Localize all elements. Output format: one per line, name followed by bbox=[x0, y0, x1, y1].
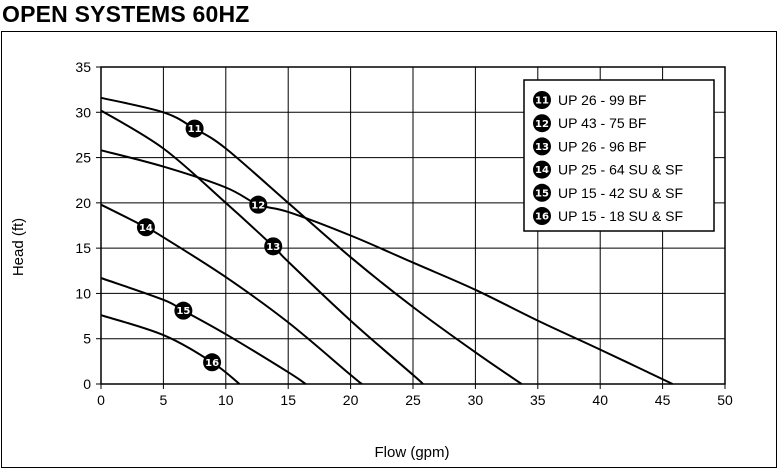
curve-12 bbox=[100, 149, 674, 385]
badge-number: 16 bbox=[535, 212, 549, 223]
badge-number: 15 bbox=[535, 188, 549, 199]
legend-badge-14: 14 bbox=[533, 160, 551, 179]
legend-badge-15: 15 bbox=[533, 183, 551, 202]
badge-circle bbox=[533, 160, 551, 179]
badge-number: 14 bbox=[139, 223, 153, 234]
y-tick-label: 25 bbox=[75, 150, 91, 166]
legend-label-15: UP 15 - 42 SU & SF bbox=[558, 185, 683, 201]
badge-number: 15 bbox=[176, 306, 190, 317]
x-tick-label: 10 bbox=[218, 392, 234, 408]
badge-circle bbox=[533, 91, 551, 109]
legend-box bbox=[523, 79, 715, 232]
curve-badge-14: 14 bbox=[136, 218, 155, 237]
badge-circle bbox=[249, 195, 268, 214]
legend-badge-13: 13 bbox=[533, 137, 551, 156]
curve-badges: 11 12 13 14 15 16 bbox=[136, 119, 283, 372]
curve-13 bbox=[100, 109, 424, 385]
legend-label-12: UP 43 - 75 BF bbox=[558, 115, 646, 131]
badge-number: 13 bbox=[266, 242, 280, 253]
curve-badge-11: 11 bbox=[185, 119, 204, 138]
x-tick-label: 35 bbox=[530, 392, 546, 408]
x-tick-label: 0 bbox=[97, 392, 105, 408]
badge-circle bbox=[533, 207, 551, 225]
curve-badge-13: 13 bbox=[264, 237, 283, 256]
x-tick-label: 25 bbox=[405, 392, 421, 408]
badge-circle bbox=[533, 114, 551, 133]
y-tick-label: 5 bbox=[83, 331, 91, 347]
badge-number: 12 bbox=[251, 200, 265, 211]
y-tick-label: 20 bbox=[75, 195, 91, 211]
y-tick-label: 35 bbox=[75, 59, 91, 75]
badge-circle bbox=[264, 237, 283, 256]
legend-label-16: UP 15 - 18 SU & SF bbox=[558, 208, 683, 224]
x-tick-label: 20 bbox=[343, 392, 359, 408]
y-axis-label: Head (ft) bbox=[10, 218, 27, 276]
legend-badge-16: 16 bbox=[533, 207, 551, 225]
badge-circle bbox=[174, 301, 193, 320]
badge-number: 14 bbox=[535, 165, 549, 176]
x-tick-label: 50 bbox=[717, 392, 733, 408]
x-tick-label: 45 bbox=[655, 392, 671, 408]
y-tick-label: 0 bbox=[83, 376, 91, 392]
curve-11 bbox=[100, 96, 523, 385]
curve-15 bbox=[100, 277, 307, 385]
badge-number: 11 bbox=[188, 124, 202, 135]
badge-circle bbox=[203, 353, 222, 372]
y-tick-label: 15 bbox=[75, 240, 91, 256]
legend-label-14: UP 25 - 64 SU & SF bbox=[558, 162, 683, 178]
chart-frame bbox=[1, 31, 777, 468]
axis-ticks: 0 5 10 15 20 25 30 35 40 45 50 0 5 10 15 20 25 30 35 bbox=[75, 59, 733, 408]
x-tick-label: 40 bbox=[592, 392, 608, 408]
badge-number: 13 bbox=[535, 142, 549, 153]
legend-badge-12: 12 bbox=[533, 114, 551, 133]
legend-badge-11: 11 bbox=[533, 91, 551, 109]
badge-number: 16 bbox=[205, 358, 219, 369]
badge-number: 11 bbox=[535, 96, 549, 107]
y-tick-label: 30 bbox=[75, 104, 91, 120]
x-axis-label: Flow (gpm) bbox=[374, 444, 449, 461]
chart-legend: 11 UP 26 - 99 BF 12 UP 43 - 75 BF 13 UP 26 - … bbox=[523, 79, 715, 232]
curve-16 bbox=[100, 314, 241, 385]
badge-circle bbox=[533, 137, 551, 156]
chart-heading: OPEN SYSTEMS 60HZ bbox=[2, 1, 250, 27]
badge-circle bbox=[533, 183, 551, 202]
curve-badge-12: 12 bbox=[249, 195, 268, 214]
curve-badge-16: 16 bbox=[203, 353, 222, 372]
badge-number: 12 bbox=[535, 119, 549, 130]
badge-circle bbox=[136, 218, 155, 237]
badge-circle bbox=[185, 119, 204, 138]
legend-label-13: UP 26 - 96 BF bbox=[558, 138, 646, 154]
chart-grid bbox=[96, 66, 726, 389]
x-tick-label: 5 bbox=[160, 392, 168, 408]
x-tick-label: 15 bbox=[280, 392, 296, 408]
legend-label-11: UP 26 - 99 BF bbox=[558, 92, 646, 108]
x-tick-label: 30 bbox=[468, 392, 484, 408]
curve-badge-15: 15 bbox=[174, 301, 193, 320]
y-tick-label: 10 bbox=[75, 285, 91, 301]
